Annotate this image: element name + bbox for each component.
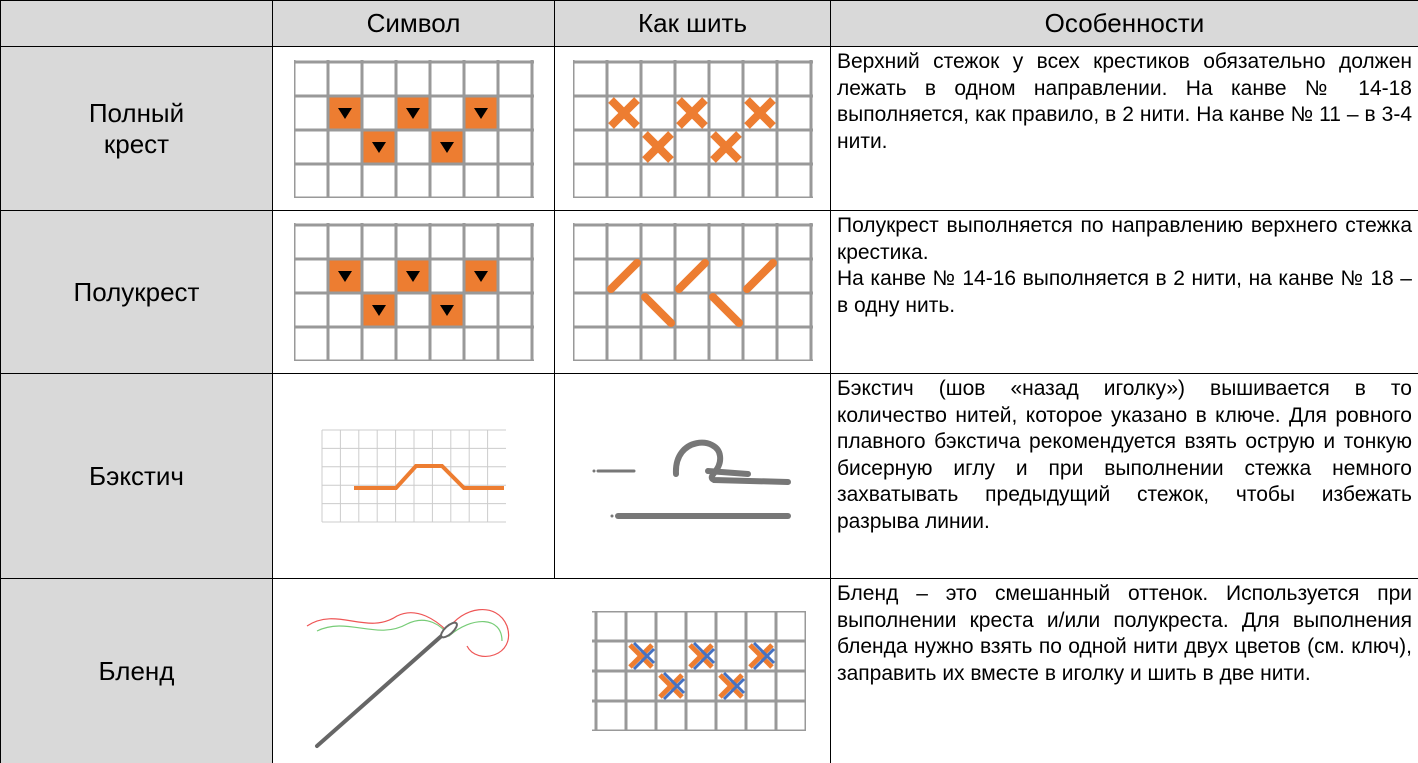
howto-cell xyxy=(554,210,831,374)
name-cell: Бэкстич xyxy=(0,373,273,579)
howto-cell xyxy=(554,373,831,579)
stitch xyxy=(752,647,775,671)
stitch xyxy=(709,130,742,163)
symbol-cell xyxy=(272,46,555,211)
stitch xyxy=(627,643,654,669)
stitch xyxy=(632,641,655,665)
backstitch-symbol xyxy=(321,429,506,523)
symbol xyxy=(473,271,488,282)
description: Бэкстич (шов «назад иголку») вышивается … xyxy=(837,377,1412,533)
symbol-cell xyxy=(272,210,555,374)
description: Полукрест выполняется по направлению вер… xyxy=(837,214,1412,264)
symbol xyxy=(405,107,420,119)
name-cell: Полукрест xyxy=(0,210,273,374)
name-cell: Полный крест xyxy=(0,46,273,211)
backstitch-line xyxy=(353,464,504,490)
symbol xyxy=(337,271,352,282)
header-cell: Особенности xyxy=(830,0,1418,47)
symbol xyxy=(439,141,454,153)
stitch xyxy=(747,643,774,669)
symbol xyxy=(439,305,454,316)
stitch xyxy=(692,647,715,671)
stitch xyxy=(674,259,709,293)
symbol xyxy=(337,107,352,119)
desc-cell: Полукрест выполняется по направлению вер… xyxy=(830,210,1418,374)
stitch xyxy=(687,643,714,669)
stitch xyxy=(657,673,684,699)
blend-image xyxy=(591,611,806,731)
row: Полукрест Полукрест выполняется по напра… xyxy=(0,210,1418,374)
header-cell: Как шить xyxy=(554,0,831,47)
stitch xyxy=(708,293,743,327)
row: Бэкстич Бэкстич (шов «назад иголку») выш… xyxy=(0,373,1418,579)
symbol-cell xyxy=(272,373,555,579)
description: На канве № 14-16 выполняется в 2 нити, н… xyxy=(837,267,1412,317)
stitch xyxy=(641,130,674,163)
corner-cell xyxy=(0,0,273,47)
howto-cell xyxy=(554,46,831,211)
stitch xyxy=(722,677,745,701)
stitch xyxy=(752,641,775,665)
stitch xyxy=(675,96,708,129)
stitch xyxy=(607,96,640,129)
howto-image xyxy=(572,223,813,361)
stitch xyxy=(640,293,675,327)
desc-cell: Бэкстич (шов «назад иголку») вышивается … xyxy=(830,373,1418,579)
stitch xyxy=(743,96,776,129)
stitch xyxy=(722,671,745,695)
needle-image xyxy=(306,609,510,748)
row-name: Полный крест xyxy=(88,97,185,159)
blend-cell xyxy=(272,578,831,763)
stitch xyxy=(662,677,685,701)
stitch xyxy=(742,259,777,293)
desc-cell: Верхний стежок у всех крестиков обязател… xyxy=(830,46,1418,211)
row-name: Бэкстич xyxy=(89,460,184,491)
name-cell: Бленд xyxy=(0,578,273,763)
howto-image xyxy=(572,59,813,198)
symbol-image xyxy=(293,223,534,361)
symbol-image xyxy=(293,59,534,198)
row-name: Бленд xyxy=(98,655,175,686)
stitch xyxy=(692,641,715,665)
stitch xyxy=(632,647,655,671)
header-row: Символ Как шить Особенности xyxy=(0,0,1418,47)
description: Бленд – это смешанный оттенок. Используе… xyxy=(837,582,1412,685)
description: Верхний стежок у всех крестиков обязател… xyxy=(837,50,1412,153)
symbol xyxy=(371,141,386,153)
header-cell: Символ xyxy=(272,0,555,47)
backstitch-howto xyxy=(592,439,791,519)
row-name: Полукрест xyxy=(73,276,200,307)
stitch xyxy=(717,673,744,699)
row: Бленд Бленд – это смешанный оттенок. Исп… xyxy=(0,578,1418,763)
symbol xyxy=(405,271,420,282)
row: Полный крест Верхний стежок у всех крест… xyxy=(0,46,1418,211)
stitch xyxy=(606,259,641,293)
desc-cell: Бленд – это смешанный оттенок. Используе… xyxy=(830,578,1418,763)
symbol xyxy=(473,107,488,119)
stitch xyxy=(662,671,685,695)
thread xyxy=(596,439,791,519)
symbol xyxy=(371,305,386,316)
